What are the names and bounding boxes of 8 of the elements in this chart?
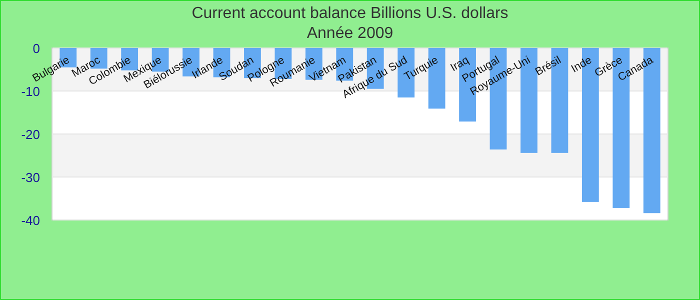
- x-tick-label: Inde: [569, 54, 594, 76]
- chart-subtitle: Année 2009: [306, 25, 394, 42]
- y-tick-label: -40: [21, 213, 40, 228]
- y-tick-label: -30: [21, 170, 40, 185]
- y-tick-label: 0: [32, 41, 40, 56]
- y-tick-label: -20: [21, 127, 40, 142]
- chart-title: Current account balance Billions U.S. dollars: [192, 5, 508, 22]
- y-tick-label: -10: [21, 84, 40, 99]
